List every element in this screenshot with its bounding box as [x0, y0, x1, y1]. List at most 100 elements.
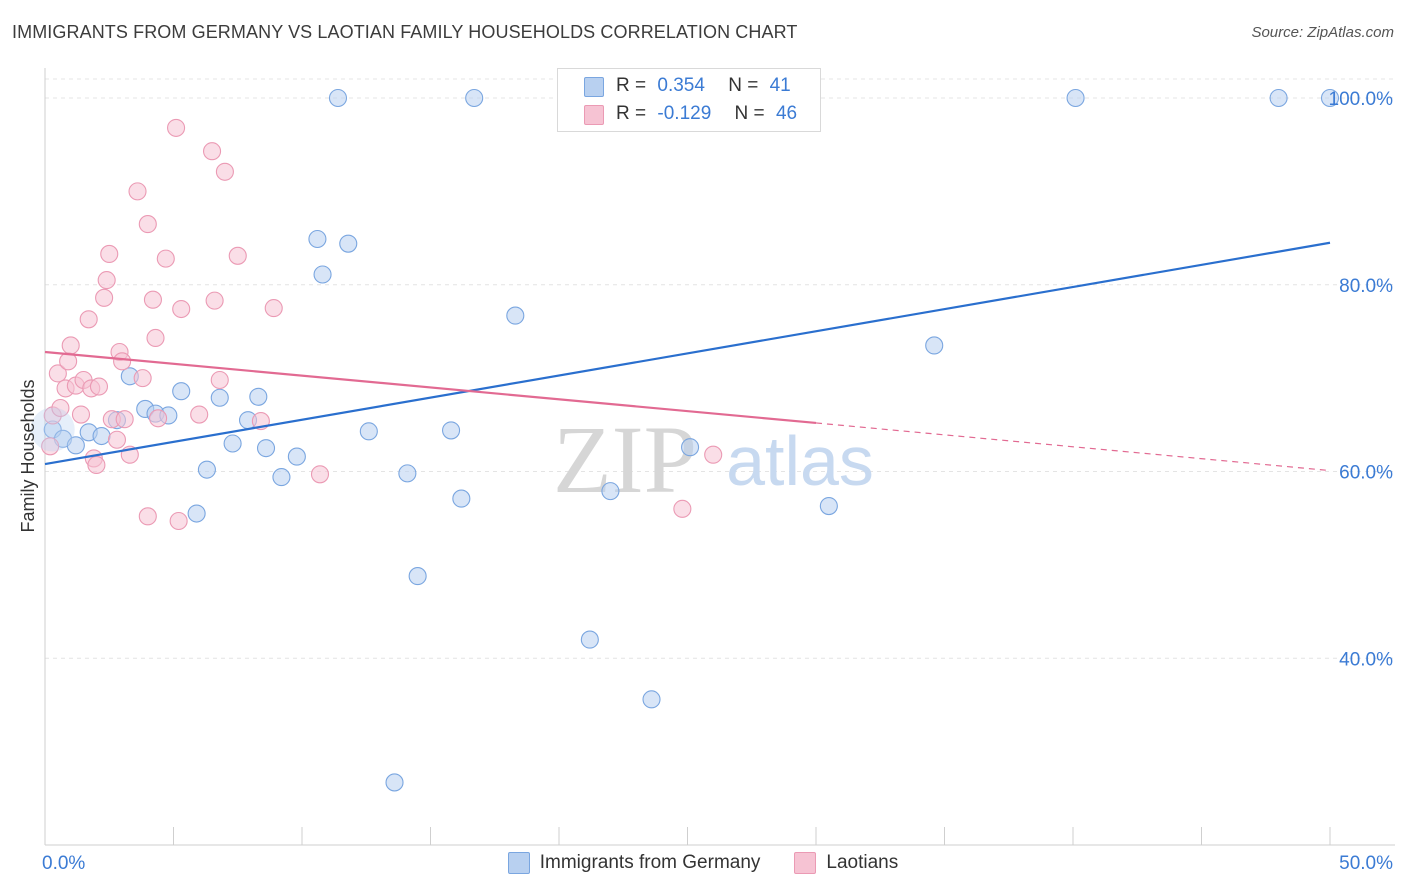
point-germany: [452, 489, 471, 508]
point-laotians: [107, 430, 127, 449]
gridlines: [45, 78, 1395, 659]
y-tick-label: 80.0%: [1339, 276, 1393, 297]
axes: [44, 68, 1395, 846]
point-germany: [506, 306, 525, 325]
trend-line-laotians: [44, 350, 817, 425]
point-laotians: [71, 405, 91, 424]
point-germany: [1066, 88, 1085, 108]
watermark: ZIP atlas: [553, 406, 874, 513]
point-laotians: [138, 215, 157, 234]
point-germany: [339, 234, 358, 253]
point-laotians: [95, 288, 114, 307]
point-laotians: [128, 182, 147, 201]
point-laotians: [100, 244, 119, 263]
point-laotians: [149, 409, 168, 428]
stats-r-label: R =: [616, 75, 647, 96]
chart-title: IMMIGRANTS FROM GERMANY VS LAOTIAN FAMIL…: [12, 22, 798, 42]
point-germany-cluster: [30, 407, 75, 452]
point-laotians: [79, 310, 98, 329]
stats-r-value: 0.354: [657, 75, 705, 96]
point-laotians: [156, 249, 175, 268]
stats-r-label: R =: [616, 103, 647, 124]
stats-swatch-germany: [584, 77, 604, 97]
point-laotians: [51, 398, 70, 418]
point-laotians: [673, 499, 692, 518]
point-laotians: [89, 377, 109, 396]
point-germany: [925, 336, 944, 355]
bottom-legend: Immigrants from Germany Laotians: [0, 852, 1406, 874]
point-laotians: [87, 455, 106, 475]
point-laotians: [210, 370, 229, 390]
point-laotians: [41, 437, 60, 456]
point-germany: [328, 88, 348, 108]
stats-r-value: -0.129: [657, 103, 712, 124]
source-credit: Source: ZipAtlas.com: [1251, 24, 1394, 41]
stats-swatch-laotians: [584, 105, 604, 125]
point-germany: [172, 382, 191, 401]
x-tick-label-min: 0.0%: [42, 853, 85, 874]
point-laotians: [113, 352, 132, 371]
legend-entry-germany[interactable]: Immigrants from Germany: [507, 852, 761, 874]
stats-n-value: 46: [775, 103, 798, 124]
point-laotians: [203, 142, 222, 161]
point-laotians: [167, 118, 186, 137]
legend-label-laotians: Laotians: [826, 852, 899, 873]
data-points: [30, 88, 1340, 792]
point-laotians: [169, 511, 188, 531]
trend-line-germany: [44, 241, 1331, 466]
point-germany: [601, 482, 620, 501]
point-germany: [187, 504, 206, 523]
point-laotians: [138, 507, 157, 526]
watermark-zip: ZIP: [553, 406, 697, 513]
stats-legend: R = 0.354 N = 41 R = -0.129 N = 46: [557, 68, 821, 132]
point-germany: [385, 773, 404, 792]
y-tick-label: 40.0%: [1339, 649, 1393, 670]
point-germany: [210, 388, 229, 407]
stats-n-value: 41: [769, 75, 791, 96]
point-germany: [398, 464, 417, 483]
point-laotians: [133, 369, 152, 388]
point-germany: [580, 630, 599, 649]
legend-entry-laotians[interactable]: Laotians: [794, 852, 898, 874]
tick-labels: 40.0% 60.0% 80.0% 100.0% 0.0% 50.0%: [42, 89, 1393, 874]
point-laotians: [228, 246, 247, 265]
y-tick-label: 60.0%: [1339, 463, 1393, 484]
point-germany: [1320, 88, 1340, 108]
legend-label-germany: Immigrants from Germany: [539, 852, 761, 873]
point-germany: [442, 421, 461, 440]
stats-n-label: N =: [728, 75, 759, 96]
point-laotians: [172, 299, 191, 319]
point-germany: [223, 434, 242, 453]
point-laotians: [190, 405, 209, 424]
point-germany: [92, 426, 111, 446]
point-germany: [256, 439, 276, 458]
point-germany: [66, 436, 85, 455]
point-laotians: [97, 271, 116, 290]
point-germany: [359, 422, 378, 441]
point-germany: [819, 497, 838, 516]
legend-swatch-laotians: [794, 852, 817, 874]
point-laotians: [48, 364, 67, 383]
point-laotians: [215, 162, 234, 181]
point-germany: [272, 468, 291, 487]
trend-line-laotians-extrapolated: [815, 422, 1331, 472]
point-laotians: [205, 291, 224, 310]
y-axis-label: Family Households: [18, 379, 38, 532]
point-germany: [287, 447, 306, 466]
watermark-atlas: atlas: [726, 422, 874, 500]
point-germany: [249, 387, 268, 406]
point-germany: [197, 460, 216, 479]
point-laotians: [115, 410, 134, 429]
y-tick-label: 100.0%: [1329, 89, 1394, 110]
point-germany: [1269, 88, 1288, 108]
stats-n-label: N =: [734, 103, 765, 124]
point-germany: [642, 690, 661, 709]
point-laotians: [310, 465, 330, 484]
point-laotians: [146, 328, 165, 348]
point-laotians: [264, 299, 283, 318]
point-germany: [313, 265, 332, 284]
point-laotians: [61, 336, 80, 355]
point-germany: [408, 567, 427, 586]
point-germany: [681, 438, 700, 457]
